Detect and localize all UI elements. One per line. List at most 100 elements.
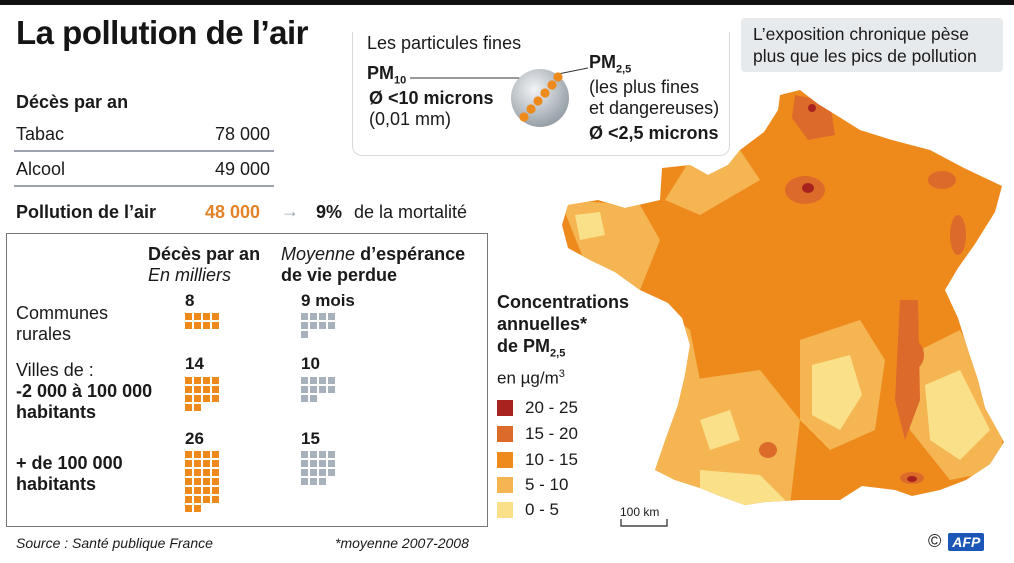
zone-0-5-brittany — [575, 212, 605, 240]
deaths-square — [194, 377, 201, 384]
deaths-square — [212, 478, 219, 485]
deaths-square — [212, 460, 219, 467]
months-square — [310, 469, 317, 476]
pollution-value: 48 000 — [205, 202, 261, 222]
table-row-label: Villes de : -2 000 à 100 000 habitants — [16, 360, 152, 423]
legend-swatch — [497, 477, 513, 493]
legend-title: Concentrations annuelles* de PM2,5 — [497, 291, 629, 365]
deaths-number: 8 — [185, 291, 195, 310]
legend-title-line: annuelles* — [497, 314, 588, 334]
scale-label: 100 km — [620, 505, 660, 519]
pollution-label: Pollution de l’air — [16, 202, 157, 222]
table-col-life-rest: d’espérance — [360, 244, 466, 264]
top-bar — [0, 0, 1014, 5]
row-label-line: -2 000 à 100 000 — [16, 381, 153, 401]
deaths-square — [185, 395, 192, 402]
zone-0-5-pyrenees — [700, 470, 790, 505]
deaths-square — [212, 377, 219, 384]
zone-0-5-massif — [812, 355, 862, 430]
row-label-line: Communes — [16, 303, 109, 323]
table-col-deaths-sub: En milliers — [148, 265, 232, 285]
exposure-line1: L’exposition chronique pèse — [753, 24, 969, 44]
deaths-square — [185, 377, 192, 384]
pm25-desc2: et dangereuses) — [589, 98, 720, 118]
source-text: Source : Santé publique France — [16, 535, 213, 551]
months-square — [310, 313, 317, 320]
page-title: La pollution de l’air — [16, 14, 309, 51]
deaths-square — [212, 386, 219, 393]
table-col-life-line2: de vie perdue — [281, 265, 398, 285]
months-square — [328, 313, 335, 320]
legend-swatch — [497, 400, 513, 416]
zone-15-20-lorraine — [928, 171, 956, 189]
months-number: 9 mois — [301, 291, 355, 311]
deaths-square — [194, 395, 201, 402]
months-square — [301, 322, 308, 329]
comparison-table — [6, 233, 488, 527]
zone-20-25-paris — [802, 183, 814, 193]
months-square — [319, 313, 326, 320]
legend-item-label: 0 - 5 — [525, 500, 560, 519]
deaths-square — [194, 386, 201, 393]
legend-item-label: 5 - 10 — [525, 475, 569, 494]
deaths-square — [194, 313, 201, 320]
particle-illustration — [410, 67, 589, 127]
deaths-square — [185, 322, 192, 329]
legend-title-line: Concentrations — [497, 292, 630, 312]
deaths-square — [194, 404, 201, 411]
months-square — [310, 386, 317, 393]
table-col-life-italic: Moyenne — [281, 244, 356, 264]
row-label-line: rurales — [16, 324, 72, 344]
months-square — [301, 395, 308, 402]
row-label-line: habitants — [16, 474, 97, 494]
months-square — [310, 395, 317, 402]
pollution-row: Pollution de l’air 48 000 → 9% de la mor… — [16, 201, 467, 223]
deaths-square — [203, 451, 210, 458]
deaths-square — [212, 487, 219, 494]
months-square — [319, 386, 326, 393]
row-label-line: Villes de : — [16, 360, 94, 380]
pm10-label: PM10 — [367, 63, 406, 92]
deaths-square — [185, 451, 192, 458]
deaths-row-value: 49 000 — [214, 159, 270, 179]
exposure-note: L’exposition chronique pèse plus que les… — [741, 18, 1003, 72]
deaths-square — [212, 469, 219, 476]
zone-0-5-southwest — [700, 410, 740, 450]
legend-unit: en µg/m3 — [497, 368, 565, 389]
pm25-particle — [540, 88, 550, 98]
deaths-square — [203, 395, 210, 402]
months-square — [310, 478, 317, 485]
deaths-square — [194, 478, 201, 485]
legend-title-line: de PM2,5 — [497, 335, 629, 365]
months-square — [301, 460, 308, 467]
zone-20-25-marseille — [907, 476, 917, 482]
months-square — [328, 451, 335, 458]
row-label-line: + de 100 000 — [16, 453, 123, 473]
pm10-size: Ø <10 microns — [369, 88, 494, 108]
deaths-square — [203, 322, 210, 329]
deaths-row-label: Alcool — [16, 159, 66, 179]
deaths-square — [194, 505, 201, 512]
pm25-particle — [547, 80, 557, 90]
months-square — [328, 469, 335, 476]
deaths-square — [203, 469, 210, 476]
deaths-square — [194, 487, 201, 494]
legend-swatch — [497, 426, 513, 442]
months-square — [310, 460, 317, 467]
scale-bar — [620, 519, 668, 527]
months-square — [328, 377, 335, 384]
pm25-sub: 2,5 — [616, 63, 632, 76]
particles-heading: Les particules fines — [367, 33, 522, 53]
footnote-text: *moyenne 2007-2008 — [335, 535, 469, 551]
deaths-row-value: 78 000 — [214, 124, 270, 144]
months-number: 15 — [301, 429, 320, 448]
months-square — [310, 451, 317, 458]
pm25-particle — [533, 96, 543, 106]
months-square — [310, 377, 317, 384]
legend-title-sub: 2,5 — [550, 347, 566, 360]
deaths-row-tabac: Tabac 78 000 — [14, 118, 274, 152]
deaths-square — [185, 386, 192, 393]
deaths-number: 26 — [185, 429, 204, 448]
deaths-square — [212, 496, 219, 503]
mortality-percent: 9% — [316, 202, 343, 222]
